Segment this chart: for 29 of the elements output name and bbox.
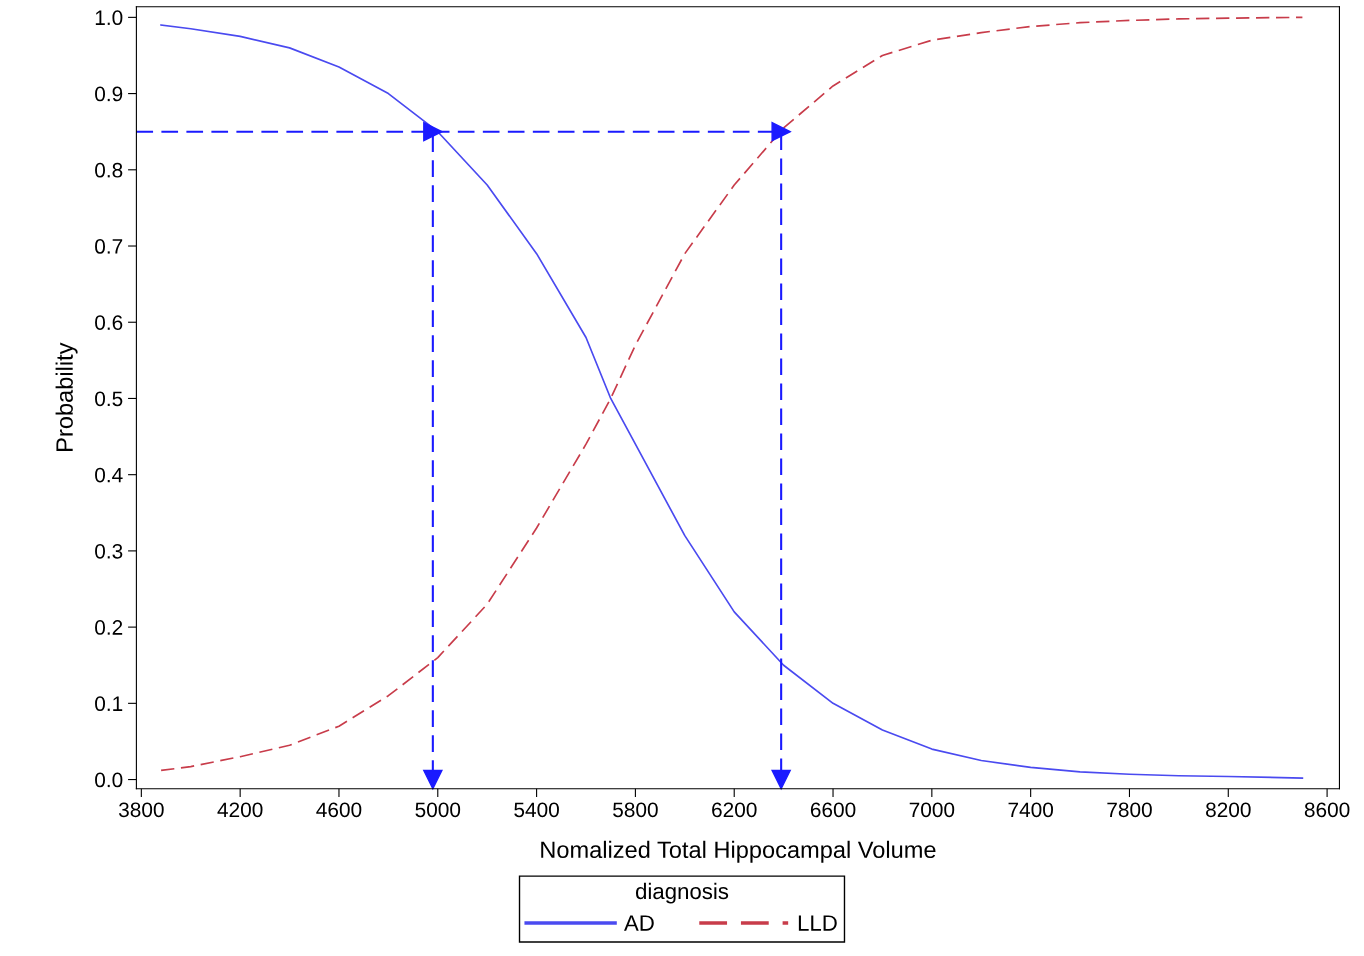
x-tick-label: 7000 bbox=[909, 802, 955, 818]
y-tick-label: 0.3 bbox=[95, 543, 123, 559]
y-tick-label: 0.9 bbox=[95, 86, 123, 102]
x-axis-title: Nomalized Total Hippocampal Volume bbox=[541, 840, 936, 863]
x-tick-label: 3800 bbox=[118, 802, 164, 818]
x-tick-label: 5800 bbox=[613, 802, 658, 818]
legend-label: AD bbox=[624, 915, 654, 931]
y-tick-label: 1.0 bbox=[95, 10, 123, 26]
x-tick-label: 5400 bbox=[514, 802, 559, 818]
x-tick-label: 5000 bbox=[415, 802, 461, 818]
x-tick-label: 4200 bbox=[217, 802, 263, 818]
y-tick-label: 0.2 bbox=[95, 620, 123, 635]
x-tick-label: 4600 bbox=[316, 802, 362, 818]
y-tick-label: 0.5 bbox=[95, 391, 123, 407]
y-tick-label: 0.7 bbox=[95, 239, 123, 254]
y-tick-label: 0.1 bbox=[95, 696, 123, 712]
x-tick-label: 7400 bbox=[1008, 802, 1054, 818]
y-tick-label: 0.4 bbox=[95, 467, 123, 483]
y-tick-label: 0.8 bbox=[95, 162, 123, 178]
x-tick-label: 8600 bbox=[1304, 802, 1350, 818]
legend-label: LLD bbox=[798, 915, 837, 931]
legend-title: diagnosis bbox=[635, 882, 729, 904]
y-tick-label: 0.6 bbox=[95, 315, 123, 330]
y-axis-title: Probability bbox=[55, 342, 78, 451]
x-tick-label: 7800 bbox=[1107, 802, 1152, 818]
y-tick-label: 0.0 bbox=[95, 772, 123, 788]
x-tick-label: 6600 bbox=[810, 802, 856, 818]
x-tick-label: 8200 bbox=[1206, 802, 1251, 818]
x-tick-label: 6200 bbox=[712, 802, 757, 818]
